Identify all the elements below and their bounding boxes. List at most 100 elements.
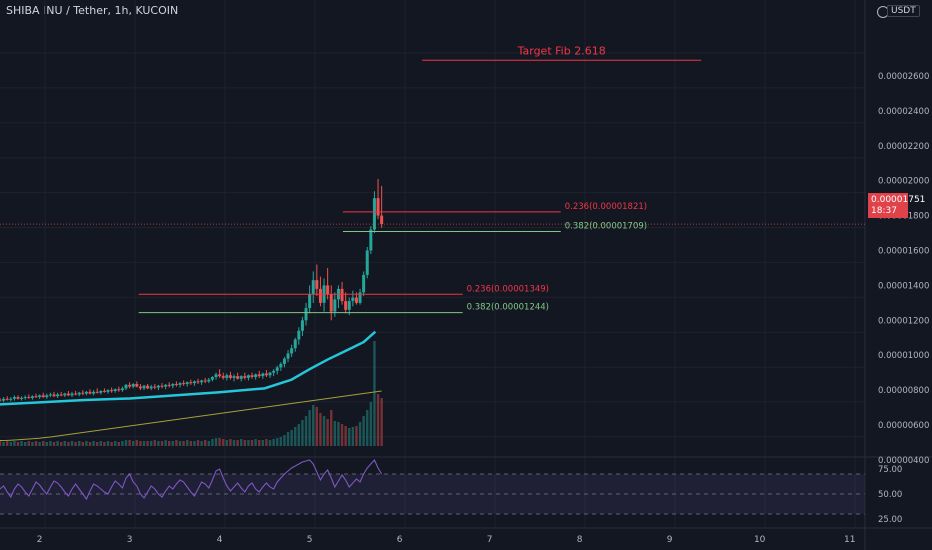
candle-body bbox=[300, 320, 304, 331]
volume-bar bbox=[178, 441, 182, 446]
volume-bar bbox=[132, 441, 135, 446]
candle-body bbox=[142, 385, 146, 389]
candle-body bbox=[261, 373, 265, 377]
volume-bar bbox=[85, 441, 88, 446]
candle-body bbox=[138, 386, 142, 389]
time-axis-tick: 9 bbox=[667, 535, 673, 545]
candle-body bbox=[174, 383, 178, 385]
volume-bar bbox=[254, 439, 257, 446]
time-axis-tick: 7 bbox=[487, 535, 493, 545]
volume-bar bbox=[110, 442, 113, 446]
volume-bar bbox=[283, 435, 286, 446]
time-axis-tick: 5 bbox=[307, 535, 313, 545]
candle-body bbox=[38, 395, 42, 398]
candle-body bbox=[376, 198, 380, 216]
volume-bar bbox=[0, 441, 2, 446]
volume-bar bbox=[193, 441, 196, 446]
volume-bar bbox=[34, 441, 38, 446]
candle-body bbox=[74, 393, 78, 395]
volume-bar bbox=[265, 439, 268, 446]
volume-bar bbox=[146, 441, 149, 446]
volume-bar bbox=[182, 441, 185, 446]
volume-bar bbox=[31, 442, 34, 446]
fib-level-label: 0.236(0.00001821) bbox=[565, 202, 647, 212]
candle-body bbox=[30, 396, 34, 398]
volume-bar bbox=[2, 442, 5, 446]
candle-body bbox=[110, 390, 114, 392]
volume-bar bbox=[225, 440, 229, 446]
candle-body bbox=[221, 376, 225, 378]
currency-unit-label[interactable]: USDT bbox=[887, 5, 920, 17]
volume-bar bbox=[304, 416, 308, 446]
volume-bar bbox=[189, 441, 193, 446]
candle-body bbox=[228, 375, 232, 378]
candle-body bbox=[77, 392, 81, 395]
candle-body bbox=[117, 389, 121, 391]
volume-bar bbox=[142, 441, 146, 446]
volume-bar bbox=[351, 427, 355, 446]
volume-bar bbox=[279, 437, 283, 446]
candle-body bbox=[351, 297, 355, 302]
candle-body bbox=[257, 374, 261, 377]
price-axis-tick: 0.00002600 bbox=[878, 72, 929, 82]
volume-bar bbox=[366, 410, 369, 446]
candle-body bbox=[149, 386, 153, 389]
price-axis-tick: 0.00000800 bbox=[878, 386, 929, 396]
volume-bar bbox=[42, 441, 45, 446]
volume-bar bbox=[229, 439, 232, 446]
candle-body bbox=[164, 384, 168, 387]
volume-bar bbox=[247, 440, 250, 446]
volume-bar bbox=[312, 405, 315, 446]
volume-bar bbox=[272, 439, 275, 446]
volume-bar bbox=[60, 442, 63, 446]
volume-bar bbox=[315, 407, 319, 446]
candle-body bbox=[329, 294, 333, 312]
volume-bar bbox=[121, 441, 124, 446]
volume-bar bbox=[319, 413, 322, 446]
candle-body bbox=[59, 394, 63, 396]
candle-body bbox=[12, 397, 16, 399]
candle-body bbox=[131, 383, 135, 387]
candle-body bbox=[236, 376, 240, 379]
candle-body bbox=[264, 373, 268, 376]
volume-bar bbox=[56, 441, 59, 446]
candle-body bbox=[106, 390, 110, 392]
candle-body bbox=[268, 372, 272, 376]
price-axis-tick: 0.00001600 bbox=[878, 247, 929, 257]
fib-level-label: 0.236(0.00001349) bbox=[467, 284, 549, 294]
volume-bar bbox=[376, 394, 380, 446]
candle-body bbox=[92, 391, 96, 394]
candle-body bbox=[124, 384, 128, 389]
volume-bar bbox=[9, 442, 13, 446]
volume-bar bbox=[124, 440, 128, 446]
candle-body bbox=[81, 392, 85, 394]
price-axis-tick: 0.00002400 bbox=[878, 107, 929, 117]
rsi-axis-tick: 75.00 bbox=[878, 465, 902, 475]
volume-ma-line bbox=[0, 390, 382, 441]
candle-body bbox=[178, 383, 182, 385]
volume-bar bbox=[171, 441, 175, 446]
last-price-tag: 0.00001751 18:37 bbox=[868, 193, 925, 218]
volume-bar bbox=[204, 440, 207, 446]
price-axis-tick: 0.00002200 bbox=[878, 142, 929, 152]
candle-body bbox=[70, 393, 74, 396]
candle-body bbox=[279, 363, 283, 368]
candle-body bbox=[182, 383, 186, 385]
volume-bar bbox=[186, 440, 189, 446]
candle-body bbox=[315, 280, 319, 289]
candle-body bbox=[20, 397, 24, 399]
volume-bar bbox=[88, 442, 92, 446]
fib-level-label: 0.382(0.00001709) bbox=[565, 221, 647, 231]
candle-body bbox=[156, 385, 160, 388]
candle-body bbox=[45, 395, 49, 398]
candle-body bbox=[102, 390, 106, 392]
bar-countdown: 18:37 bbox=[871, 206, 897, 216]
volume-bar bbox=[268, 440, 272, 446]
volume-bar bbox=[333, 421, 337, 446]
candle-body bbox=[246, 375, 250, 378]
candle-body bbox=[210, 377, 214, 380]
price-axis-tick: 0.00001400 bbox=[878, 281, 929, 291]
candle-body bbox=[9, 398, 13, 400]
volume-bar bbox=[196, 440, 200, 446]
